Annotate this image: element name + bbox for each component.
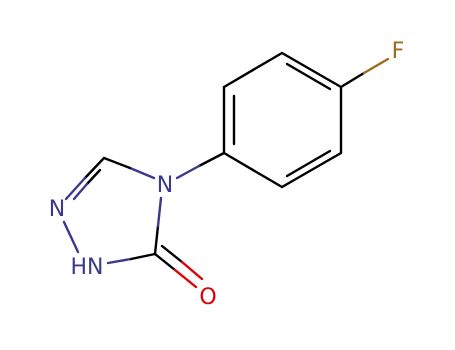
bond: [153, 224, 160, 256]
bond: [339, 71, 366, 89]
atom-label: F: [392, 39, 405, 64]
bond: [222, 151, 284, 189]
bond: [64, 176, 87, 201]
bond: [106, 257, 133, 265]
bond-inner: [285, 149, 332, 178]
atom-label: O: [199, 285, 216, 310]
atom-label: N: [49, 197, 65, 222]
bond: [102, 156, 132, 170]
bond: [173, 268, 198, 289]
bond: [129, 252, 157, 261]
bond: [160, 244, 184, 264]
bond: [280, 151, 343, 189]
bond: [85, 168, 102, 186]
bond: [153, 252, 177, 272]
bond: [83, 156, 106, 180]
bond: [180, 260, 204, 281]
bond: [362, 57, 390, 75]
bond: [175, 164, 201, 180]
bond: [197, 151, 226, 168]
bond: [62, 220, 80, 254]
atom-label: N: [157, 173, 173, 198]
bonds: [62, 51, 390, 289]
atom-label: HN: [71, 255, 104, 280]
bond: [156, 196, 163, 228]
bond: [72, 182, 89, 201]
bond-inner: [285, 62, 332, 91]
bond: [222, 51, 284, 89]
bond: [128, 166, 156, 180]
bond: [280, 51, 343, 89]
